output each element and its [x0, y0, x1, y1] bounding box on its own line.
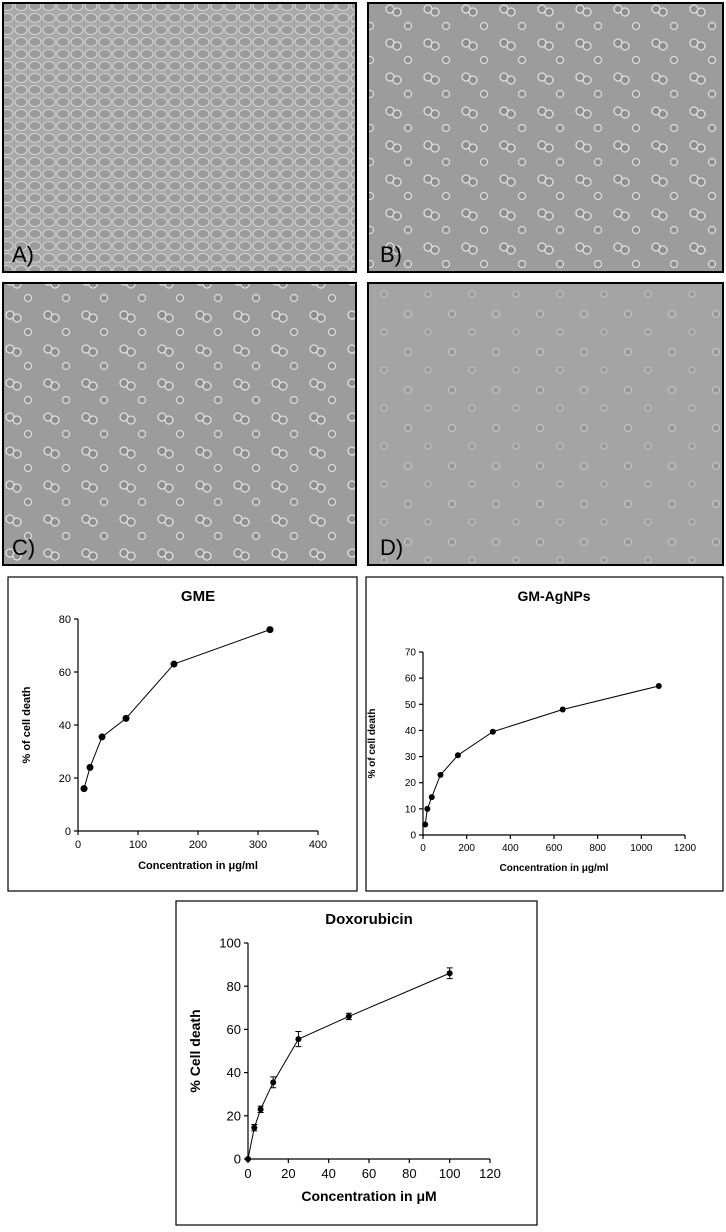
x-axis-label: Concentration in μg/ml [500, 863, 609, 874]
data-point [559, 706, 566, 713]
data-point [122, 714, 130, 722]
y-tick-label: 70 [405, 648, 417, 659]
y-tick-label: 10 [405, 804, 417, 815]
y-tick-label: 60 [405, 674, 417, 685]
panel-label: D) [380, 535, 403, 560]
data-point [295, 1036, 302, 1043]
y-tick-label: 30 [405, 752, 417, 763]
x-tick-label: 400 [309, 839, 327, 851]
data-point [446, 970, 453, 977]
y-tick-label: 100 [219, 936, 241, 951]
x-tick-label: 400 [502, 843, 519, 854]
data-point [251, 1124, 258, 1131]
y-tick-label: 40 [405, 726, 417, 737]
x-tick-label: 0 [420, 843, 426, 854]
y-axis-label: % of cell death [367, 708, 378, 778]
chart-frame [7, 576, 358, 892]
micrograph [367, 282, 724, 566]
y-tick-label: 20 [59, 773, 71, 785]
x-axis-label: Concentration in μg/ml [138, 860, 258, 872]
y-tick-label: 20 [405, 778, 417, 789]
y-tick-label: 40 [59, 720, 71, 732]
data-point [257, 1106, 264, 1113]
data-point [266, 626, 274, 634]
x-tick-label: 80 [402, 1166, 416, 1181]
x-tick-label: 800 [589, 843, 606, 854]
y-tick-label: 20 [227, 1108, 241, 1123]
panel-label: C) [12, 535, 35, 560]
x-tick-label: 200 [189, 839, 207, 851]
data-point [86, 763, 94, 771]
data-point [454, 752, 461, 759]
data-point [428, 794, 435, 801]
data-point [245, 1156, 251, 1162]
chart-frame [175, 900, 538, 1226]
x-tick-label: 120 [479, 1166, 501, 1181]
y-tick-label: 60 [59, 667, 71, 679]
data-point [270, 1079, 277, 1086]
x-tick-label: 60 [362, 1166, 376, 1181]
chart-frame [365, 576, 724, 892]
y-tick-label: 50 [405, 700, 417, 711]
data-point [437, 771, 444, 778]
x-tick-label: 600 [546, 843, 563, 854]
panel-label: A) [12, 242, 34, 267]
y-axis-label: % Cell death [187, 1009, 203, 1092]
x-axis-label: Concentration in μM [301, 1188, 436, 1204]
y-tick-label: 80 [59, 614, 71, 626]
data-point [489, 728, 496, 735]
micrograph [2, 282, 357, 566]
chart: GME 0 20 40 60 80 0 100 200 300 400 Concentration i… [7, 576, 358, 892]
x-tick-label: 1200 [674, 843, 697, 854]
panel-label: B) [380, 242, 402, 267]
micrographs: A) B) C) D) [2, 2, 724, 566]
x-tick-label: 0 [244, 1166, 251, 1181]
y-tick-label: 60 [227, 1022, 241, 1037]
data-point [345, 1013, 352, 1020]
data-line [83, 629, 271, 789]
chart: GM-AgNPs 0 10 20 30 40 50 60 70 0 200 400 600 800 1000… [365, 576, 724, 892]
x-tick-label: 0 [75, 839, 81, 851]
chart: Doxorubicin 0 20 40 60 80 100 0 20 40 60 80 100 120 Co… [175, 900, 538, 1226]
y-tick-label: 40 [227, 1065, 241, 1080]
x-tick-label: 100 [129, 839, 147, 851]
y-tick-label: 80 [227, 979, 241, 994]
x-tick-label: 20 [281, 1166, 295, 1181]
y-tick-label: 0 [234, 1152, 241, 1167]
x-tick-label: 200 [458, 843, 475, 854]
y-tick-label: 0 [65, 826, 71, 838]
data-point [80, 785, 88, 793]
data-point [98, 733, 106, 741]
x-tick-label: 100 [439, 1166, 461, 1181]
micrograph [2, 2, 357, 273]
chart-title: Doxorubicin [325, 911, 413, 928]
x-tick-label: 40 [321, 1166, 335, 1181]
chart-title: GM-AgNPs [517, 588, 590, 604]
y-tick-label: 0 [410, 831, 416, 842]
data-point [170, 660, 178, 668]
y-axis-label: % of cell death [21, 686, 33, 763]
data-point [655, 682, 662, 689]
data-point [422, 821, 429, 828]
x-tick-label: 1000 [630, 843, 653, 854]
chart-title: GME [181, 588, 215, 605]
data-point [424, 805, 431, 812]
x-tick-label: 300 [249, 839, 267, 851]
micrograph [367, 2, 724, 273]
